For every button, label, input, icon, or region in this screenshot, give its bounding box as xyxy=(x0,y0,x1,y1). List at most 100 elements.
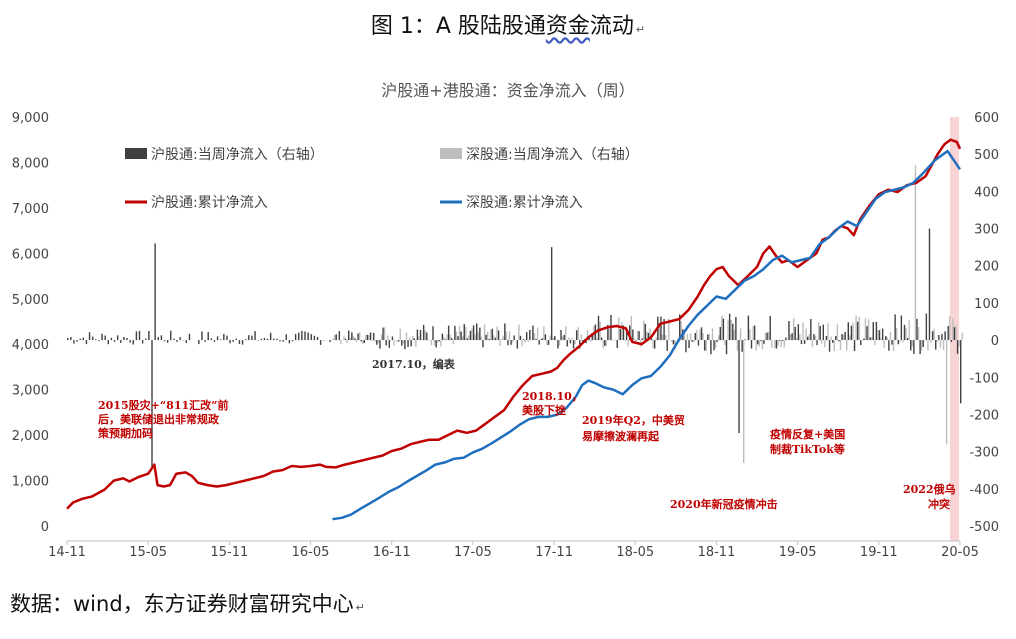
y-right-tick-label: -500 xyxy=(969,520,999,535)
x-tick-label: 14-11 xyxy=(48,545,86,560)
bar-sz-weekly xyxy=(889,332,892,341)
bar-sz-weekly xyxy=(383,327,386,341)
x-tick-label: 18-05 xyxy=(616,545,654,560)
legend-swatch-sh-weekly xyxy=(125,148,147,159)
bar-sz-weekly xyxy=(483,324,486,341)
bar-sz-weekly xyxy=(493,335,495,341)
bar-sz-weekly xyxy=(377,340,380,344)
bar-sz-weekly xyxy=(892,340,895,351)
bar-sh-weekly xyxy=(525,332,528,341)
bar-sh-weekly xyxy=(600,337,603,341)
x-tick-label: 20-05 xyxy=(941,545,979,560)
bar-sh-weekly xyxy=(654,340,656,349)
bar-sz-weekly xyxy=(742,340,745,463)
bar-sz-weekly xyxy=(358,332,361,341)
bar-sh-weekly xyxy=(360,340,362,342)
bar-sh-weekly xyxy=(173,338,175,341)
bar-sh-weekly xyxy=(869,337,871,341)
bar-sz-weekly xyxy=(468,335,470,341)
bar-sz-weekly xyxy=(733,330,736,341)
bar-sz-weekly xyxy=(608,329,611,341)
bar-sh-weekly xyxy=(116,335,119,341)
bar-sh-weekly xyxy=(382,327,384,341)
bar-sh-weekly xyxy=(660,316,662,341)
bar-sh-weekly xyxy=(872,322,874,341)
legend-label-sh-weekly: 沪股通:当周净流入（右轴） xyxy=(151,147,324,163)
bar-sz-weekly xyxy=(764,332,767,341)
bar-sz-weekly xyxy=(658,323,661,341)
bar-sh-weekly xyxy=(85,340,88,345)
y-right-tick-label: 0 xyxy=(991,334,999,349)
bar-sz-weekly xyxy=(771,340,773,348)
bar-sz-weekly xyxy=(474,334,476,341)
bar-sh-weekly xyxy=(260,338,262,341)
bar-sz-weekly xyxy=(440,340,442,347)
figure-title-suffix: 流动 xyxy=(589,14,634,39)
bar-sh-weekly xyxy=(728,313,731,341)
bar-sz-weekly xyxy=(886,337,889,341)
bar-sh-weekly xyxy=(91,336,94,341)
bar-sz-weekly xyxy=(646,331,648,341)
bar-sh-weekly xyxy=(488,339,490,341)
bar-sh-weekly xyxy=(422,324,425,341)
legend-label-sz-weekly: 深股通:当周净流入（右轴） xyxy=(466,147,639,163)
bar-sh-weekly xyxy=(725,340,728,355)
bar-sz-weekly xyxy=(836,324,839,341)
bar-sh-weekly xyxy=(251,335,253,341)
bar-sh-weekly xyxy=(151,340,153,467)
bar-sh-weekly xyxy=(938,335,940,341)
x-tick-label: 19-11 xyxy=(860,545,898,560)
bar-sz-weekly xyxy=(727,320,729,341)
bar-sh-weekly xyxy=(910,340,912,351)
bar-sz-weekly xyxy=(821,340,823,344)
bar-sh-weekly xyxy=(366,334,369,341)
legend: 沪股通:当周净流入（右轴） 深股通:当周净流入（右轴） 沪股通:累计净流入 深股… xyxy=(125,147,639,211)
bar-sh-weekly xyxy=(241,340,244,345)
bar-sz-weekly xyxy=(958,340,960,347)
bar-sh-weekly xyxy=(185,340,188,344)
bar-sh-weekly xyxy=(635,340,637,341)
bar-sh-weekly xyxy=(129,340,131,343)
bar-sz-weekly xyxy=(652,340,654,348)
bar-sh-weekly xyxy=(522,339,525,341)
bar-sh-weekly xyxy=(903,324,906,341)
bar-sh-weekly xyxy=(145,338,147,341)
bar-sh-weekly xyxy=(703,340,706,351)
bar-sz-weekly xyxy=(846,340,848,351)
bar-sh-weekly xyxy=(307,332,309,341)
bar-sh-weekly xyxy=(463,324,465,341)
bar-sh-weekly xyxy=(616,340,618,348)
bar-sz-weekly xyxy=(827,323,829,341)
bar-sh-weekly xyxy=(135,331,138,341)
bar-sh-weekly xyxy=(875,321,878,341)
bar-sh-weekly xyxy=(413,338,415,341)
bar-sh-weekly xyxy=(157,337,159,341)
y-right-tick-label: -200 xyxy=(969,408,999,423)
bar-sh-weekly xyxy=(591,332,593,341)
bar-sh-weekly xyxy=(757,340,759,345)
bar-sh-weekly xyxy=(88,332,91,341)
bar-sz-weekly xyxy=(702,333,704,341)
bar-sh-weekly xyxy=(778,340,781,341)
bar-sz-weekly xyxy=(427,340,430,341)
bar-sh-weekly xyxy=(813,334,815,341)
bar-sh-weekly xyxy=(282,340,284,342)
bar-sz-weekly xyxy=(914,165,917,341)
bar-sh-weekly xyxy=(338,331,341,341)
bar-sh-weekly xyxy=(847,322,849,341)
bar-sz-weekly xyxy=(908,320,910,341)
x-axis-ticks: 14-11 15-05 15-11 16-05 16-11 17-05 17-11 18-05… xyxy=(48,541,979,560)
bar-sz-weekly xyxy=(527,340,529,342)
bar-sz-weekly xyxy=(649,328,651,341)
bar-sz-weekly xyxy=(867,319,870,341)
bar-sz-weekly xyxy=(393,340,395,346)
bar-sz-weekly xyxy=(605,340,608,347)
bar-sh-weekly xyxy=(575,330,578,341)
bar-sh-weekly xyxy=(485,334,487,341)
bar-sh-weekly xyxy=(685,340,687,353)
bar-sz-weekly xyxy=(761,340,764,350)
bar-sh-weekly xyxy=(672,340,675,345)
bar-sz-weekly xyxy=(461,336,464,341)
bar-sz-weekly xyxy=(618,317,620,341)
bar-sz-weekly xyxy=(568,337,570,341)
